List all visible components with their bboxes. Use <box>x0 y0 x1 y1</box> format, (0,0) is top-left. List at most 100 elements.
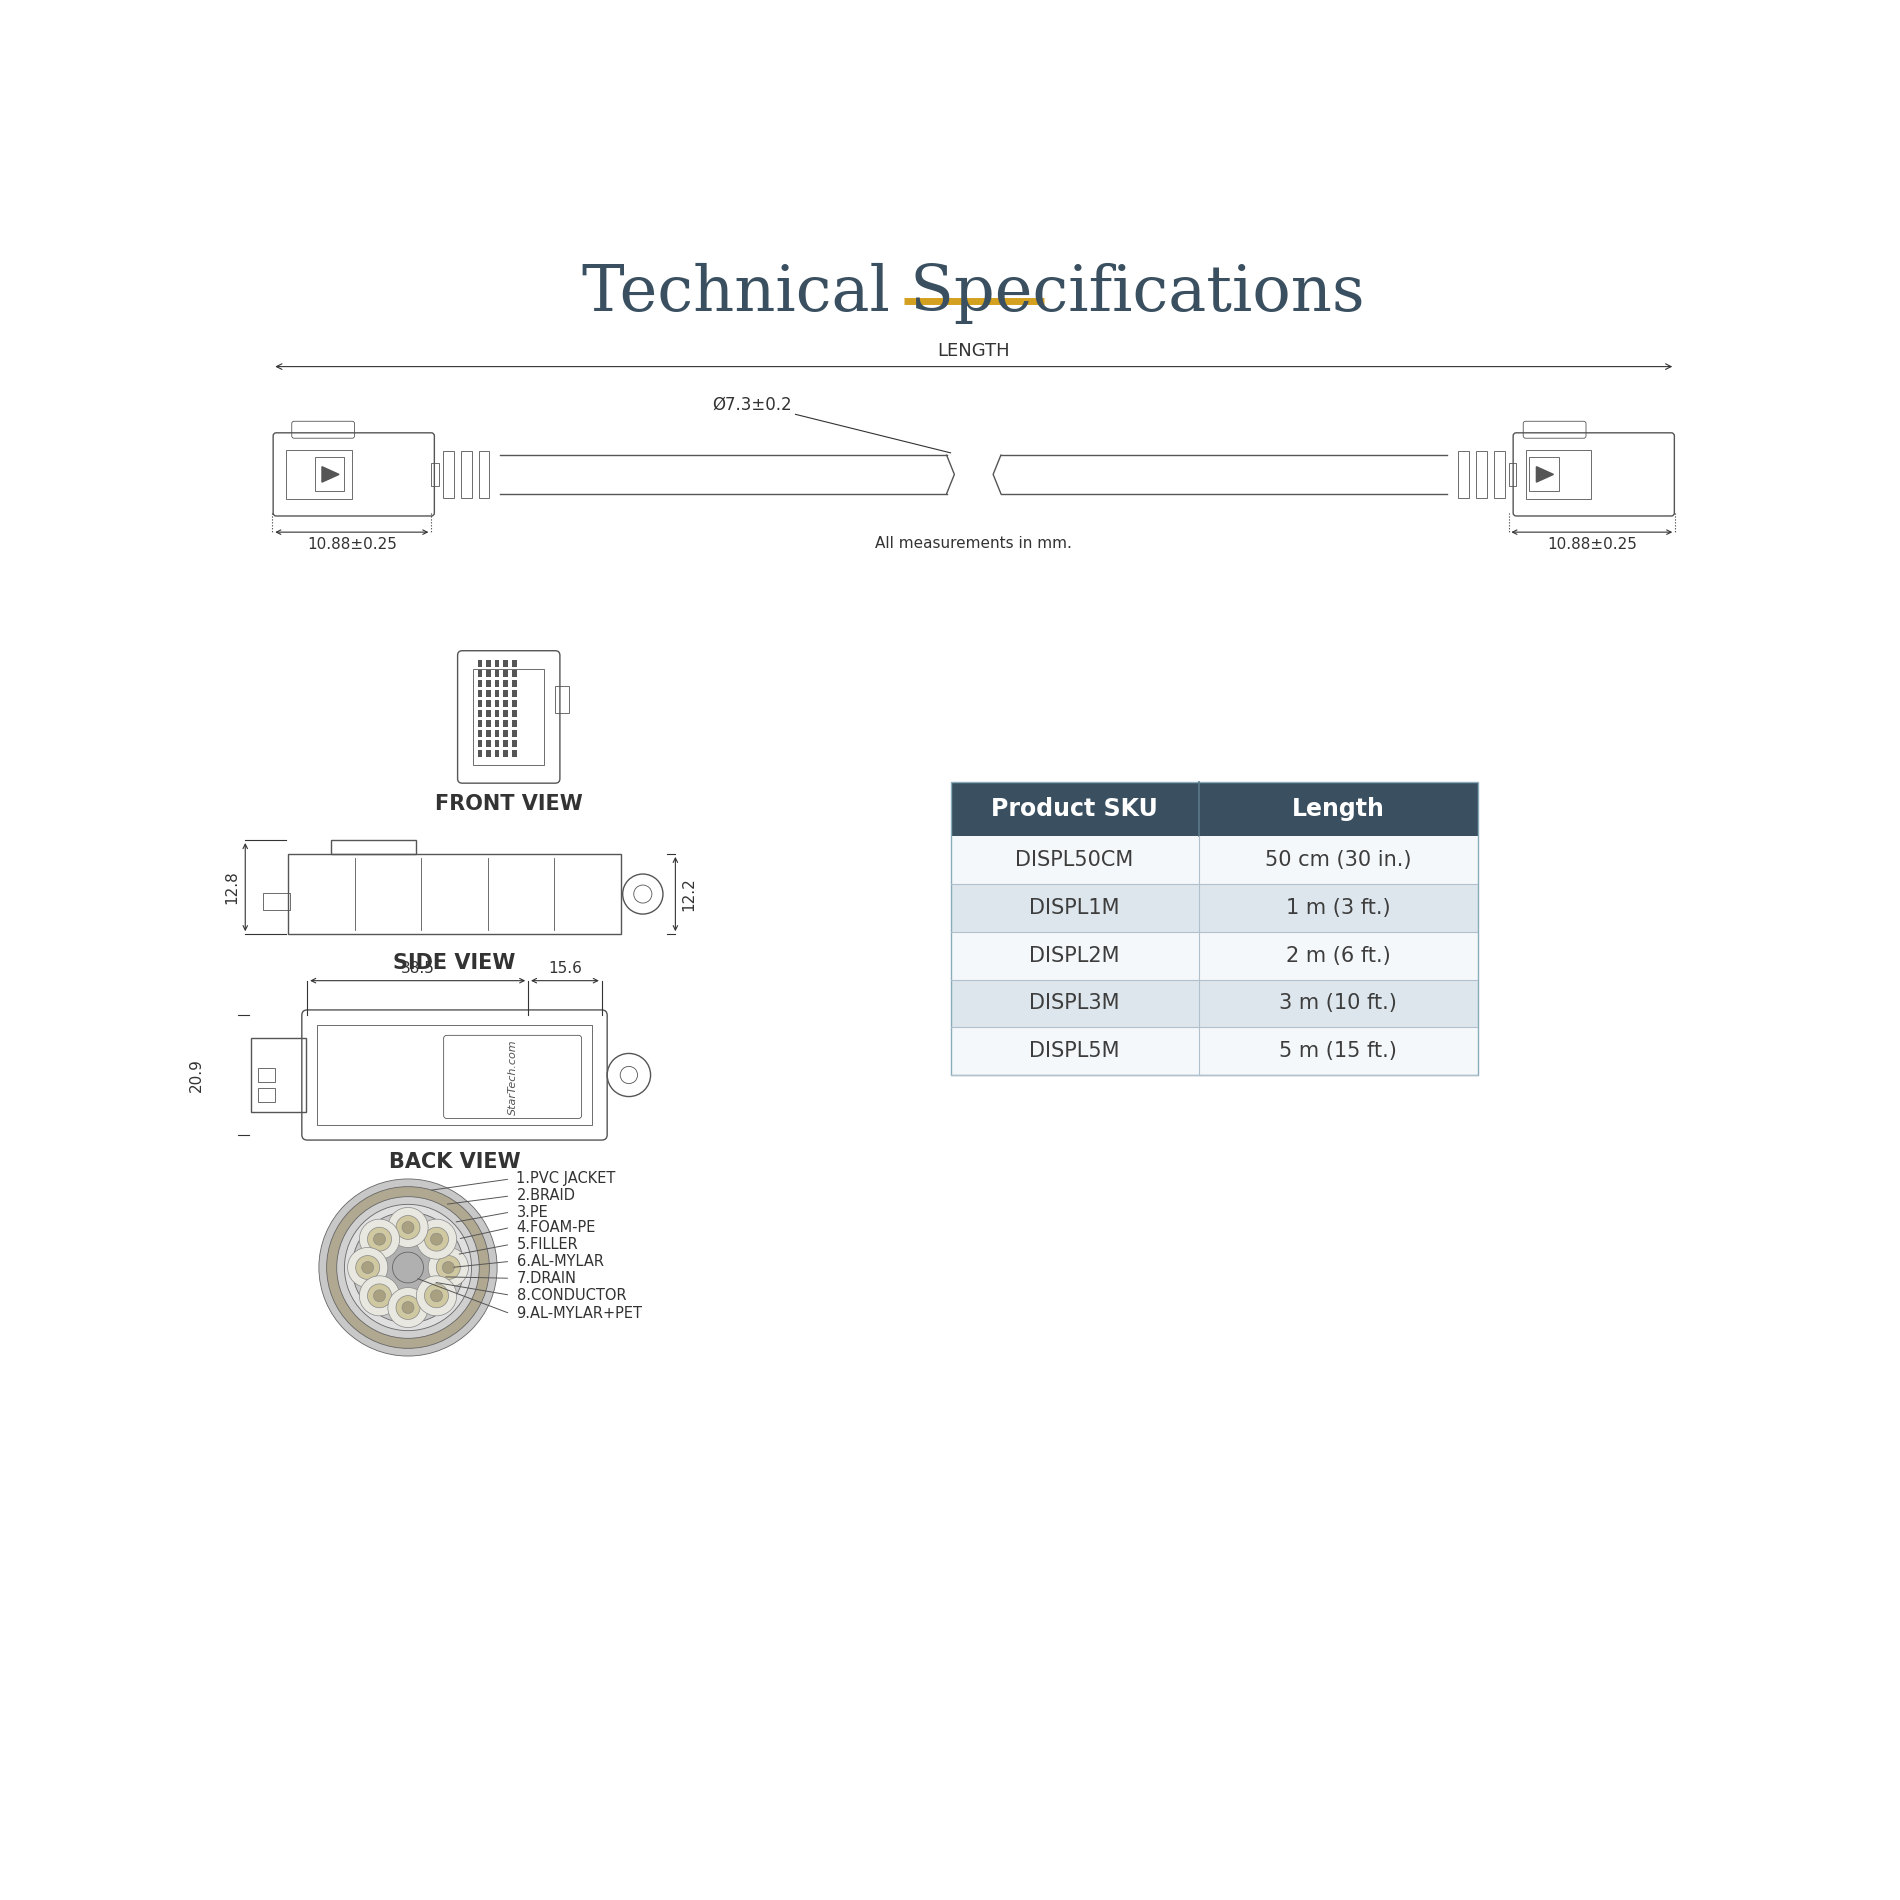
Text: 20.9: 20.9 <box>190 1058 203 1092</box>
Text: Ø7.3±0.2: Ø7.3±0.2 <box>712 395 792 414</box>
Circle shape <box>376 1235 441 1300</box>
Circle shape <box>352 1212 464 1322</box>
Circle shape <box>359 1220 456 1315</box>
Circle shape <box>367 1227 391 1250</box>
Bar <box>504 659 507 667</box>
Text: 38.5: 38.5 <box>401 961 435 977</box>
Circle shape <box>359 1220 399 1260</box>
Circle shape <box>348 1248 388 1288</box>
Bar <box>477 739 483 747</box>
Circle shape <box>416 1220 456 1260</box>
Bar <box>511 671 517 676</box>
Text: DISPL3M: DISPL3M <box>1030 994 1119 1013</box>
Bar <box>486 659 490 667</box>
Bar <box>486 690 490 697</box>
Bar <box>950 836 1478 884</box>
Bar <box>555 686 570 712</box>
Text: 50 cm (30 in.): 50 cm (30 in.) <box>1265 849 1412 870</box>
Bar <box>477 750 483 756</box>
Bar <box>511 739 517 747</box>
Circle shape <box>374 1233 386 1245</box>
Bar <box>477 680 483 688</box>
Text: DISPL5M: DISPL5M <box>1030 1041 1119 1060</box>
Bar <box>511 690 517 697</box>
Text: 3 m (10 ft.): 3 m (10 ft.) <box>1279 994 1396 1013</box>
Circle shape <box>319 1178 498 1357</box>
Circle shape <box>359 1275 399 1317</box>
Bar <box>287 450 352 500</box>
Bar <box>486 720 490 728</box>
Text: BACK VIEW: BACK VIEW <box>390 1151 521 1172</box>
Circle shape <box>424 1227 448 1250</box>
Text: Technical Specifications: Technical Specifications <box>583 262 1364 323</box>
Bar <box>1493 450 1505 498</box>
Text: 1.PVC JACKET: 1.PVC JACKET <box>517 1172 616 1186</box>
Bar <box>511 720 517 728</box>
Text: 5.FILLER: 5.FILLER <box>517 1237 578 1252</box>
Circle shape <box>327 1188 490 1349</box>
Bar <box>477 699 483 707</box>
Text: DISPL1M: DISPL1M <box>1030 899 1119 918</box>
Text: 9.AL-MYLAR+PET: 9.AL-MYLAR+PET <box>517 1305 642 1320</box>
Bar <box>289 853 621 935</box>
Bar <box>477 730 483 737</box>
Bar <box>511 680 517 688</box>
Bar <box>486 711 490 716</box>
Circle shape <box>443 1262 454 1273</box>
Bar <box>262 893 291 910</box>
Text: StarTech.com: StarTech.com <box>507 1039 517 1115</box>
Bar <box>494 659 500 667</box>
Bar <box>258 1068 276 1083</box>
Bar <box>504 671 507 676</box>
Circle shape <box>416 1275 456 1317</box>
Text: 12.2: 12.2 <box>682 878 697 910</box>
Bar <box>511 750 517 756</box>
Text: DISPL2M: DISPL2M <box>1030 946 1119 965</box>
Circle shape <box>374 1290 386 1302</box>
Bar <box>473 669 545 764</box>
Bar <box>504 711 507 716</box>
Bar <box>494 690 500 697</box>
Circle shape <box>431 1290 443 1302</box>
Bar <box>504 690 507 697</box>
Bar <box>258 1089 276 1102</box>
Text: 1 m (3 ft.): 1 m (3 ft.) <box>1286 899 1391 918</box>
Bar <box>251 1039 306 1112</box>
Text: 5 m (15 ft.): 5 m (15 ft.) <box>1279 1041 1396 1060</box>
Bar <box>486 730 490 737</box>
Text: FRONT VIEW: FRONT VIEW <box>435 794 583 813</box>
Text: 15.6: 15.6 <box>547 961 581 977</box>
Circle shape <box>403 1222 414 1233</box>
Circle shape <box>403 1302 414 1313</box>
Bar <box>950 1028 1478 1075</box>
Bar <box>504 739 507 747</box>
Bar <box>494 711 500 716</box>
Bar <box>494 730 500 737</box>
Polygon shape <box>321 467 338 483</box>
Bar <box>494 680 500 688</box>
Circle shape <box>388 1206 428 1248</box>
Text: 4.FOAM-PE: 4.FOAM-PE <box>517 1220 597 1235</box>
Text: Length: Length <box>1292 798 1385 821</box>
Bar <box>317 1024 593 1125</box>
Bar <box>511 711 517 716</box>
Bar <box>504 680 507 688</box>
Bar <box>486 680 490 688</box>
Text: 12.8: 12.8 <box>224 870 239 904</box>
Bar <box>477 711 483 716</box>
Text: LENGTH: LENGTH <box>937 342 1011 361</box>
Circle shape <box>344 1205 471 1330</box>
Bar <box>431 464 439 486</box>
Bar <box>504 730 507 737</box>
Text: DISPL50CM: DISPL50CM <box>1015 849 1134 870</box>
Text: 2.BRAID: 2.BRAID <box>517 1188 576 1203</box>
Bar <box>460 450 471 498</box>
Bar <box>511 659 517 667</box>
Text: 10.88±0.25: 10.88±0.25 <box>308 538 397 551</box>
Circle shape <box>431 1233 443 1245</box>
Bar <box>494 699 500 707</box>
Bar <box>494 671 500 676</box>
Circle shape <box>388 1288 428 1328</box>
Circle shape <box>395 1216 420 1239</box>
Bar <box>479 450 490 498</box>
